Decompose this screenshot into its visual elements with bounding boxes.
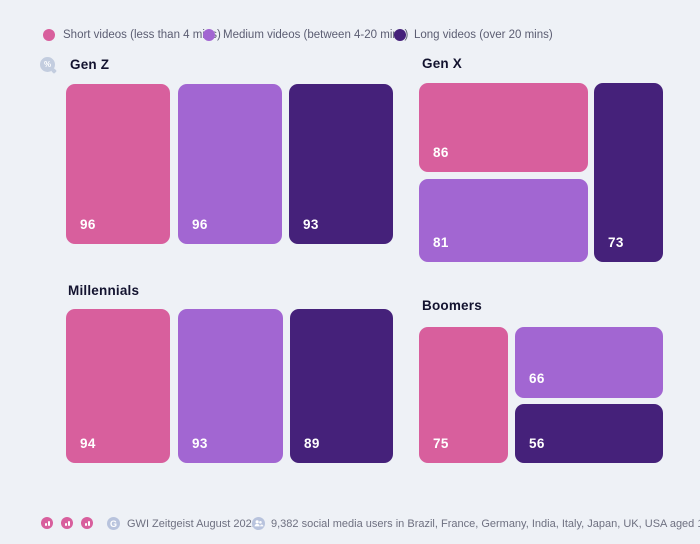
people-icon [252, 517, 265, 530]
legend-item-medium: Medium videos (between 4-20 mins) [203, 28, 408, 41]
gwi-logo-icon: G [107, 517, 120, 530]
block-millennials-medium: 93 [178, 309, 283, 463]
sample-description: 9,382 social media users in Brazil, Fran… [271, 518, 700, 530]
value-label: 93 [192, 436, 208, 451]
legend-label-long: Long videos (over 20 mins) [414, 28, 553, 41]
block-millennials-short: 94 [66, 309, 170, 463]
value-label: 93 [303, 217, 319, 232]
value-label: 75 [433, 436, 449, 451]
value-label: 89 [304, 436, 320, 451]
block-genz-short: 96 [66, 84, 170, 244]
legend-dot-short-icon [43, 28, 55, 41]
block-boomers-medium: 66 [515, 327, 663, 398]
block-genx-long: 73 [594, 83, 663, 262]
value-label: 96 [192, 217, 208, 232]
section-title-gen-x: Gen X [422, 56, 463, 71]
percent-bubble-icon: % [40, 57, 55, 72]
block-genx-short: 86 [419, 83, 588, 172]
section-title-millennials: Millennials [68, 283, 140, 298]
bar-chart-icon [41, 517, 53, 529]
block-genz-medium: 96 [178, 84, 282, 244]
value-label: 96 [80, 217, 96, 232]
value-label: 66 [529, 371, 545, 386]
block-genx-medium: 81 [419, 179, 588, 262]
legend-label-medium: Medium videos (between 4-20 mins) [223, 28, 409, 41]
bar-chart-icon [81, 517, 93, 529]
value-label: 86 [433, 145, 449, 160]
legend-dot-medium-icon [203, 28, 215, 41]
source-label: GWI Zeitgeist August 2021 [127, 518, 258, 530]
bar-chart-icon [61, 517, 73, 529]
value-label: 73 [608, 235, 624, 250]
value-label: 56 [529, 436, 545, 451]
legend-item-long: Long videos (over 20 mins) [394, 28, 553, 41]
block-millennials-long: 89 [290, 309, 393, 463]
legend-dot-long-icon [394, 28, 406, 41]
section-title-gen-z: Gen Z [70, 57, 110, 72]
value-label: 81 [433, 235, 449, 250]
percent-symbol: % [43, 60, 52, 69]
legend-label-short: Short videos (less than 4 mins) [63, 28, 221, 41]
gwi-logo-letter: G [109, 518, 117, 529]
block-boomers-short: 75 [419, 327, 508, 463]
section-title-boomers: Boomers [422, 298, 482, 313]
block-genz-long: 93 [289, 84, 393, 244]
block-boomers-long: 56 [515, 404, 663, 463]
value-label: 94 [80, 436, 96, 451]
legend-item-short: Short videos (less than 4 mins) [43, 28, 221, 41]
